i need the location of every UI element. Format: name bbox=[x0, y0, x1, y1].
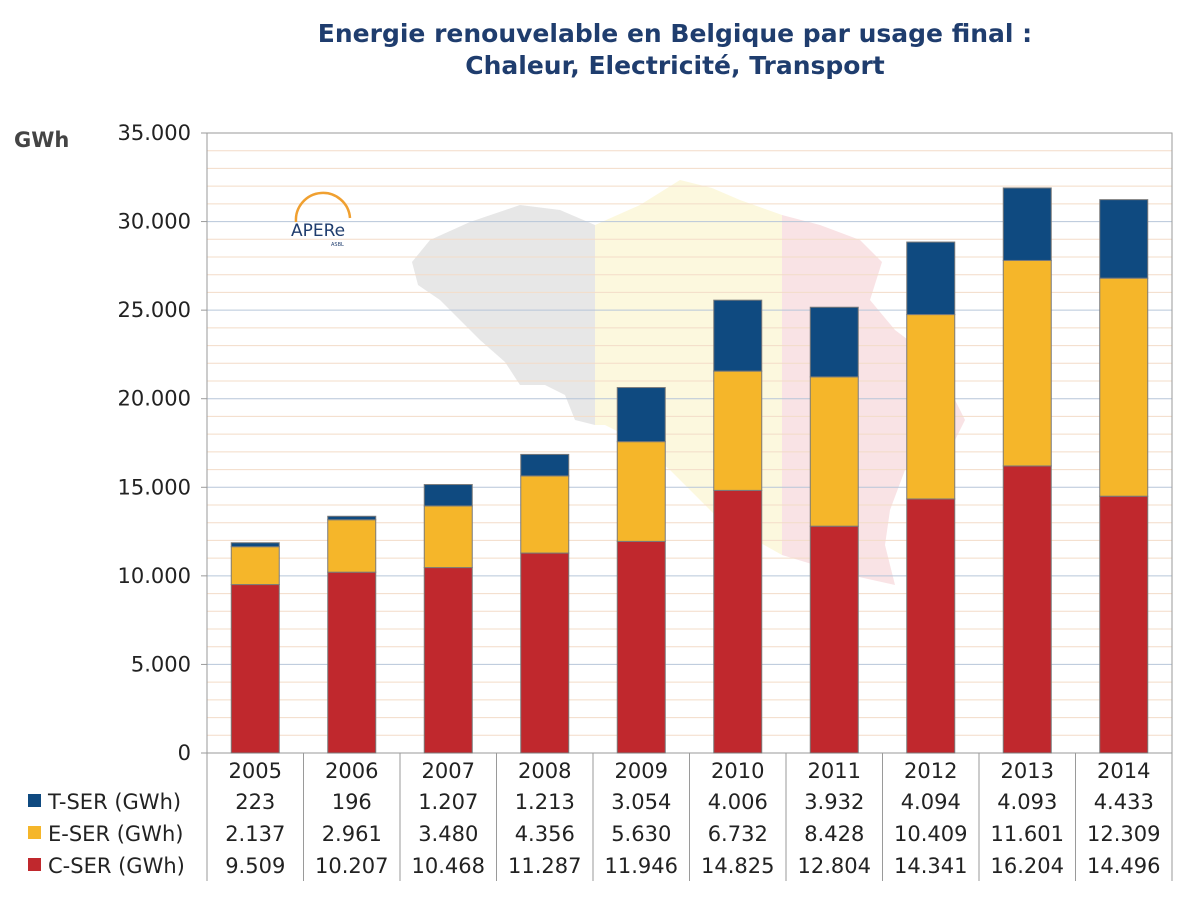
y-tick-label: 35.000 bbox=[118, 121, 191, 145]
data-label-c-ser-2009: 11.946 bbox=[605, 854, 678, 878]
data-label-c-ser-2013: 16.204 bbox=[991, 854, 1064, 878]
y-tick-label: 25.000 bbox=[118, 298, 191, 322]
bar-t-ser-2005 bbox=[230, 542, 280, 548]
bar-e-ser-2011 bbox=[809, 376, 859, 527]
data-label-t-ser-2006: 196 bbox=[332, 790, 372, 814]
bar-t-ser-2014 bbox=[1099, 199, 1149, 279]
data-label-c-ser-2008: 11.287 bbox=[508, 854, 581, 878]
legend-label-e-ser: E-SER (GWh) bbox=[48, 822, 183, 846]
data-label-t-ser-2008: 1.213 bbox=[515, 790, 575, 814]
bar-e-ser-2014 bbox=[1099, 277, 1149, 497]
data-label-e-ser-2005: 2.137 bbox=[225, 822, 285, 846]
data-label-t-ser-2014: 4.433 bbox=[1094, 790, 1154, 814]
legend-swatch-c-ser bbox=[28, 858, 41, 871]
bar-e-ser-2013 bbox=[1002, 259, 1052, 467]
bar-e-ser-2012 bbox=[906, 314, 956, 500]
bar-e-ser-2009 bbox=[616, 441, 666, 542]
y-tick-label: 15.000 bbox=[118, 475, 191, 499]
belgium-map-watermark bbox=[412, 180, 965, 585]
bar-c-ser-2009 bbox=[616, 540, 666, 754]
data-label-t-ser-2012: 4.094 bbox=[901, 790, 961, 814]
bar-t-ser-2010 bbox=[713, 299, 763, 372]
bars bbox=[230, 187, 1149, 754]
bar-t-ser-2012 bbox=[906, 241, 956, 316]
legend-swatch-e-ser bbox=[28, 826, 41, 839]
bar-c-ser-2014 bbox=[1099, 495, 1149, 754]
bar-e-ser-2010 bbox=[713, 370, 763, 491]
data-label-c-ser-2005: 9.509 bbox=[225, 854, 285, 878]
data-label-c-ser-2010: 14.825 bbox=[701, 854, 774, 878]
x-tick-label-2014: 2014 bbox=[1097, 759, 1150, 783]
data-label-c-ser-2014: 14.496 bbox=[1087, 854, 1160, 878]
bar-c-ser-2013 bbox=[1002, 465, 1052, 754]
legend-swatch-t-ser bbox=[28, 794, 41, 807]
x-tick-label-2008: 2008 bbox=[518, 759, 571, 783]
map-region-flanders bbox=[412, 205, 595, 425]
y-tick-label: 30.000 bbox=[118, 210, 191, 234]
x-tick-label-2013: 2013 bbox=[1001, 759, 1054, 783]
bar-c-ser-2010 bbox=[713, 489, 763, 754]
bar-c-ser-2005 bbox=[230, 584, 280, 754]
data-label-e-ser-2008: 4.356 bbox=[515, 822, 575, 846]
bar-c-ser-2007 bbox=[423, 567, 473, 754]
logo-small-text: ASBL bbox=[331, 242, 344, 248]
y-axis-unit-label: GWh bbox=[14, 128, 69, 152]
bar-t-ser-2009 bbox=[616, 387, 666, 443]
data-label-t-ser-2007: 1.207 bbox=[418, 790, 478, 814]
legend-label-t-ser: T-SER (GWh) bbox=[47, 790, 181, 814]
bar-e-ser-2005 bbox=[230, 546, 280, 586]
data-label-e-ser-2012: 10.409 bbox=[894, 822, 967, 846]
bar-c-ser-2012 bbox=[906, 498, 956, 754]
y-tick-label: 20.000 bbox=[118, 387, 191, 411]
chart-subtitle: Chaleur, Electricité, Transport bbox=[465, 51, 885, 80]
y-tick-label: 10.000 bbox=[118, 564, 191, 588]
bar-c-ser-2006 bbox=[327, 571, 377, 754]
bar-e-ser-2007 bbox=[423, 505, 473, 569]
data-label-e-ser-2010: 6.732 bbox=[708, 822, 768, 846]
data-label-e-ser-2009: 5.630 bbox=[611, 822, 671, 846]
data-label-c-ser-2006: 10.207 bbox=[315, 854, 388, 878]
x-tick-label-2011: 2011 bbox=[808, 759, 861, 783]
logo-arc bbox=[294, 191, 352, 223]
data-label-e-ser-2013: 11.601 bbox=[991, 822, 1064, 846]
x-tick-label-2007: 2007 bbox=[422, 759, 475, 783]
data-label-c-ser-2007: 10.468 bbox=[412, 854, 485, 878]
data-label-e-ser-2007: 3.480 bbox=[418, 822, 478, 846]
bar-e-ser-2006 bbox=[327, 519, 377, 573]
bar-c-ser-2011 bbox=[809, 525, 859, 754]
x-tick-label-2009: 2009 bbox=[615, 759, 668, 783]
x-tick-label-2010: 2010 bbox=[711, 759, 764, 783]
data-label-t-ser-2009: 3.054 bbox=[611, 790, 671, 814]
data-label-t-ser-2010: 4.006 bbox=[708, 790, 768, 814]
data-label-e-ser-2014: 12.309 bbox=[1087, 822, 1160, 846]
chart-title-block: Energie renouvelable en Belgique par usa… bbox=[250, 18, 1100, 82]
x-tick-label-2006: 2006 bbox=[325, 759, 378, 783]
data-label-e-ser-2011: 8.428 bbox=[804, 822, 864, 846]
bar-c-ser-2008 bbox=[520, 552, 570, 754]
y-tick-label: 5.000 bbox=[131, 652, 191, 676]
x-tick-label-2012: 2012 bbox=[904, 759, 957, 783]
logo-text: APERe bbox=[291, 221, 345, 241]
data-label-c-ser-2011: 12.804 bbox=[798, 854, 871, 878]
legend-label-c-ser: C-SER (GWh) bbox=[48, 854, 185, 878]
y-tick-label: 0 bbox=[178, 741, 191, 765]
bar-t-ser-2011 bbox=[809, 306, 859, 378]
data-label-t-ser-2011: 3.932 bbox=[804, 790, 864, 814]
apere-logo: APERe ASBL bbox=[291, 191, 352, 248]
bar-t-ser-2008 bbox=[520, 453, 570, 477]
bar-t-ser-2013 bbox=[1002, 187, 1052, 261]
data-label-c-ser-2012: 14.341 bbox=[894, 854, 967, 878]
data-label-e-ser-2006: 2.961 bbox=[322, 822, 382, 846]
chart-title: Energie renouvelable en Belgique par usa… bbox=[317, 19, 1033, 48]
data-label-t-ser-2005: 223 bbox=[235, 790, 275, 814]
bar-t-ser-2007 bbox=[423, 484, 473, 507]
x-tick-label-2005: 2005 bbox=[229, 759, 282, 783]
data-label-t-ser-2013: 4.093 bbox=[997, 790, 1057, 814]
data-table: 2005 2006 2007 2008 2009 2010 2011 2012 2013 2014… bbox=[28, 753, 1173, 881]
bar-t-ser-2006 bbox=[327, 515, 377, 521]
bar-e-ser-2008 bbox=[520, 475, 570, 554]
